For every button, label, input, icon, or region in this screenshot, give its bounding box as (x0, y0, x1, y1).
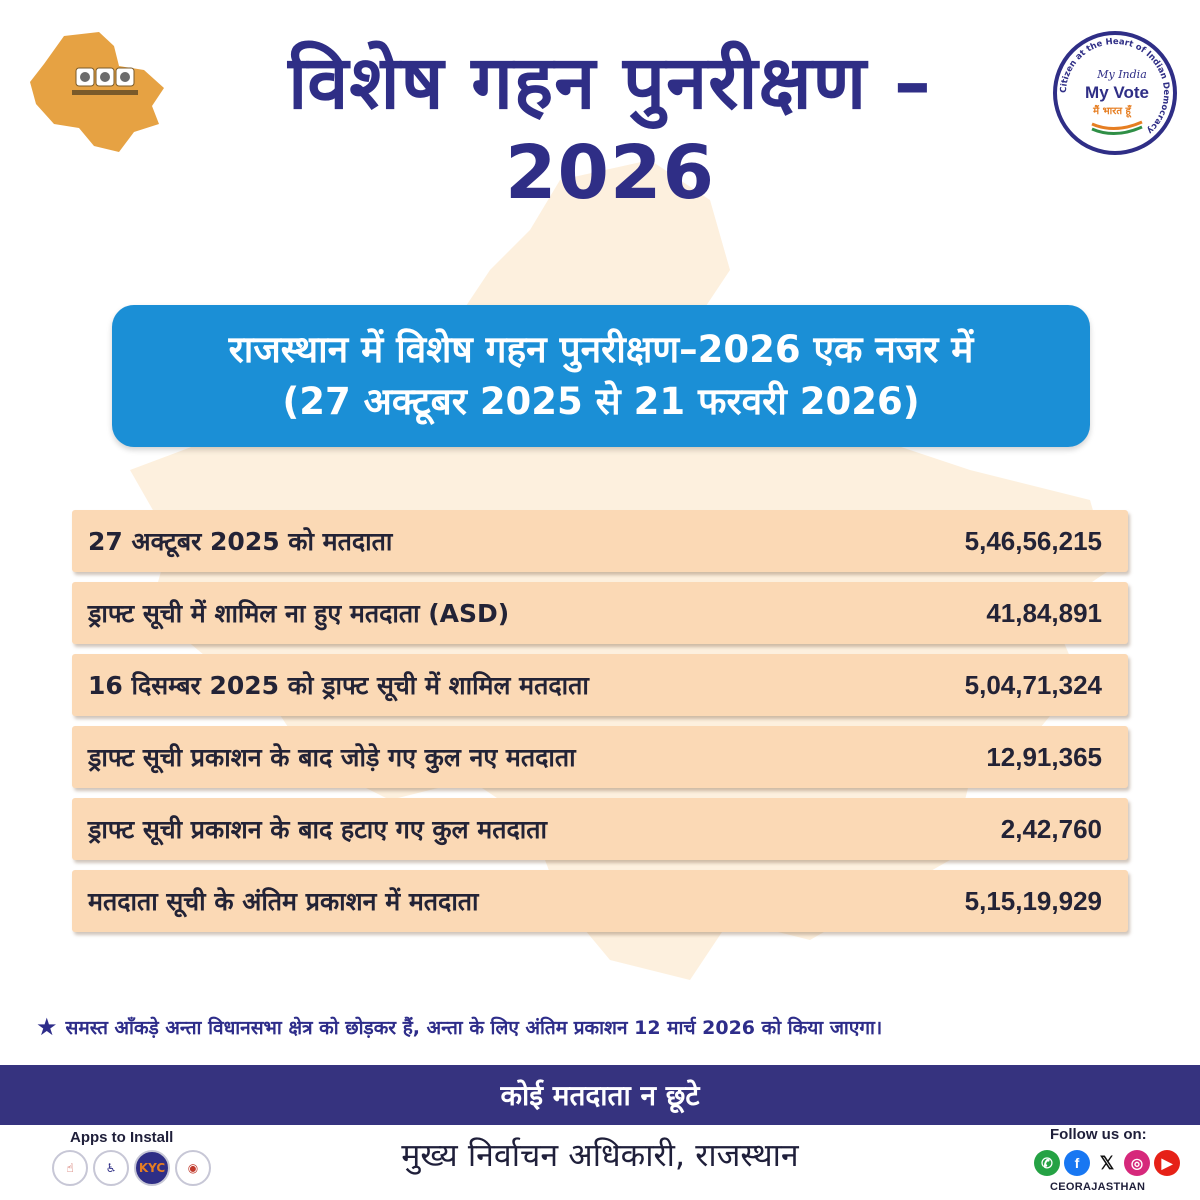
social-links: ✆ f 𝕏 ◎ ▶ (1034, 1150, 1180, 1176)
badge-tagline: मैं भारत हूँ (1092, 104, 1132, 118)
facebook-icon[interactable]: f (1064, 1150, 1090, 1176)
authority-name: मुख्य निर्वाचन अधिकारी, राजस्थान (401, 1136, 799, 1174)
stat-row: मतदाता सूची के अंतिम प्रकाशन में मतदाता … (72, 870, 1128, 932)
stat-value: 5,46,56,215 (964, 525, 1102, 556)
badge-main-text: My Vote (1085, 83, 1149, 102)
stat-row: 16 दिसम्बर 2025 को ड्राफ्ट सूची में शामि… (72, 654, 1128, 716)
summary-banner: राजस्थान में विशेष गहन पुनरीक्षण–2026 एक… (112, 305, 1090, 447)
kyc-icon[interactable]: KYC (134, 1150, 170, 1186)
stat-row: ड्राफ्ट सूची प्रकाशन के बाद हटाए गए कुल … (72, 798, 1128, 860)
voter-helpline-icon[interactable]: ◉ (175, 1150, 211, 1186)
slogan-band: कोई मतदाता न छूटे (0, 1065, 1200, 1125)
stat-value: 41,84,891 (986, 597, 1102, 628)
stat-label: 27 अक्टूबर 2025 को मतदाता (88, 527, 393, 556)
saksham-icon[interactable]: ♿ (93, 1150, 129, 1186)
rajasthan-election-logo (30, 32, 164, 152)
instagram-icon[interactable]: ◎ (1124, 1150, 1150, 1176)
whatsapp-icon[interactable]: ✆ (1034, 1150, 1060, 1176)
cvigil-icon[interactable]: ☝ (52, 1150, 88, 1186)
stat-label: मतदाता सूची के अंतिम प्रकाशन में मतदाता (88, 887, 479, 916)
page-title: विशेष गहन पुनरीक्षण –2026 (288, 40, 932, 216)
banner-date-range: (27 अक्टूबर 2025 से 21 फरवरी 2026) (282, 380, 920, 423)
stat-value: 5,15,19,929 (964, 885, 1102, 916)
stat-label: ड्राफ्ट सूची में शामिल ना हुए मतदाता (AS… (88, 599, 510, 628)
banner-title: राजस्थान में विशेष गहन पुनरीक्षण–2026 एक… (228, 328, 974, 371)
star-icon: ★ (36, 1013, 58, 1041)
stat-value: 12,91,365 (986, 741, 1102, 772)
stat-label: 16 दिसम्बर 2025 को ड्राफ्ट सूची में शामि… (88, 671, 589, 700)
stats-table: 27 अक्टूबर 2025 को मतदाता 5,46,56,215 ड्… (72, 510, 1128, 942)
my-india-my-vote-badge: Citizen at the Heart of Indian Democracy… (1053, 31, 1177, 155)
follow-title: Follow us on: (1050, 1126, 1147, 1143)
stat-row: ड्राफ्ट सूची में शामिल ना हुए मतदाता (AS… (72, 582, 1128, 644)
stat-row: 27 अक्टूबर 2025 को मतदाता 5,46,56,215 (72, 510, 1128, 572)
footnote: ★ समस्त आँकड़े अन्ता विधानसभा क्षेत्र को… (36, 1013, 1176, 1041)
badge-script-text: My India (1096, 68, 1147, 81)
stat-label: ड्राफ्ट सूची प्रकाशन के बाद जोड़े गए कुल… (88, 743, 576, 772)
stat-value: 2,42,760 (1000, 813, 1102, 844)
stat-row: ड्राफ्ट सूची प्रकाशन के बाद जोड़े गए कुल… (72, 726, 1128, 788)
stat-value: 5,04,71,324 (964, 669, 1102, 700)
youtube-icon[interactable]: ▶ (1154, 1150, 1180, 1176)
apps-title: Apps to Install (70, 1129, 174, 1146)
slogan-text: कोई मतदाता न छूटे (500, 1079, 700, 1112)
header: विशेष गहन पुनरीक्षण –2026 Citizen at the… (0, 0, 1200, 216)
x-icon[interactable]: 𝕏 (1094, 1150, 1120, 1176)
social-handle: CEORAJASTHAN (1050, 1181, 1146, 1193)
stat-label: ड्राफ्ट सूची प्रकाशन के बाद हटाए गए कुल … (88, 815, 547, 844)
footnote-text: समस्त आँकड़े अन्ता विधानसभा क्षेत्र को छ… (65, 1017, 883, 1039)
apps-list: ☝ ♿ KYC ◉ (52, 1150, 211, 1186)
